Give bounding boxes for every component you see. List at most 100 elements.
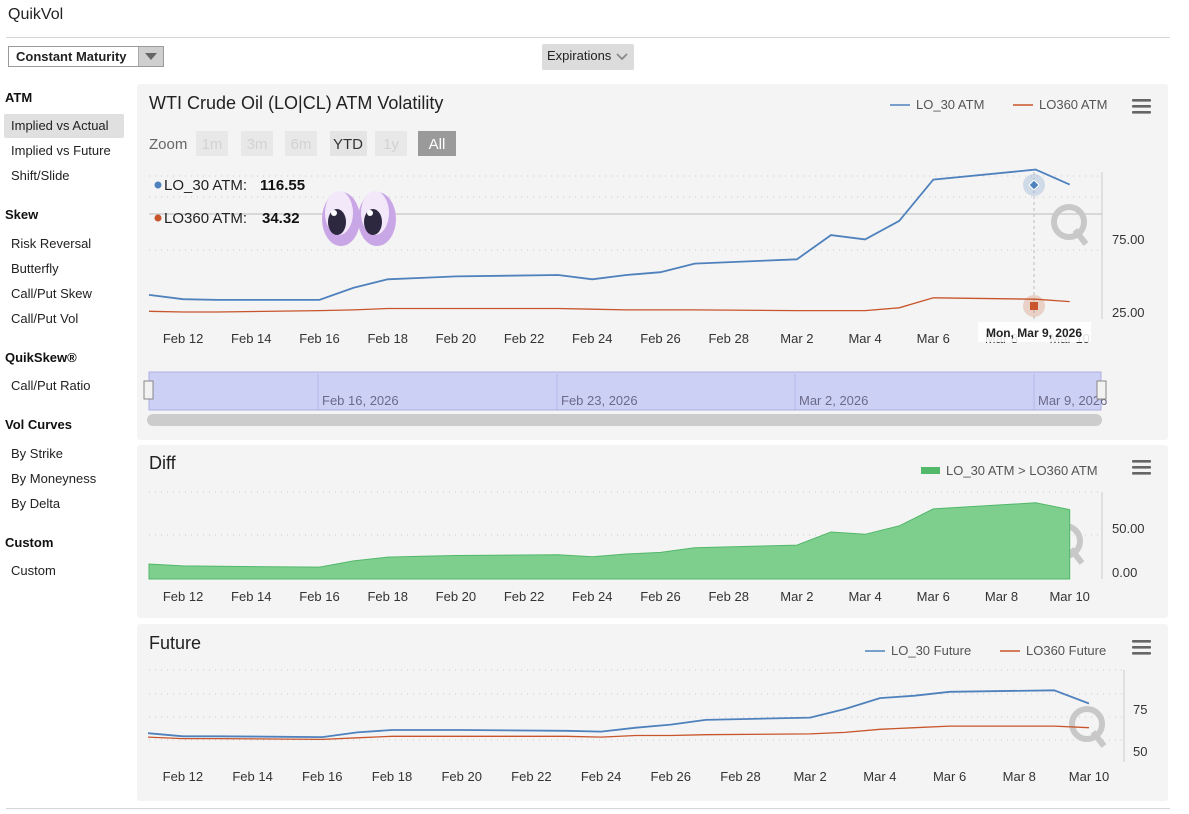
chevron-down-icon[interactable] <box>138 47 163 66</box>
data-point-lo-30-atm[interactable] <box>353 287 355 289</box>
zoom-1y-button[interactable]: 1y <box>383 136 399 153</box>
expirations-dropdown[interactable]: Expirations <box>542 44 634 70</box>
series-line-lo360-atm[interactable] <box>148 297 1070 313</box>
data-point-lo-30-atm-lo360-atm[interactable] <box>864 533 866 535</box>
data-point-lo-30-atm[interactable] <box>1035 169 1037 171</box>
data-point-lo-30-atm[interactable] <box>591 278 593 280</box>
data-point-lo360-future[interactable] <box>1053 725 1055 727</box>
data-point-lo-30-atm-lo360-atm[interactable] <box>898 525 900 527</box>
data-point-lo360-future[interactable] <box>670 735 672 737</box>
data-point-lo360-future[interactable] <box>949 725 951 727</box>
navigator[interactable]: Feb 16, 2026 Feb 23, 2026 Mar 2, 2026 Ma… <box>143 371 1107 426</box>
sidebar-item-by-strike[interactable]: By Strike <box>11 446 64 461</box>
data-point-lo-30-future[interactable] <box>879 697 881 699</box>
data-point-lo-30-future[interactable] <box>426 729 428 731</box>
data-point-lo-30-atm-lo360-atm[interactable] <box>353 560 355 562</box>
zoom-1m-button[interactable]: 1m <box>202 136 223 153</box>
data-point-lo-30-future[interactable] <box>461 729 463 731</box>
data-point-lo360-atm[interactable] <box>864 310 866 312</box>
data-point-lo-30-future[interactable] <box>705 719 707 721</box>
data-point-lo-30-atm-lo360-atm[interactable] <box>387 556 389 558</box>
data-point-lo-30-atm-lo360-atm[interactable] <box>319 566 321 568</box>
data-point-lo-30-atm[interactable] <box>796 258 798 260</box>
menu-icon[interactable] <box>1132 460 1151 475</box>
sidebar-item-risk-reversal[interactable]: Risk Reversal <box>11 236 92 251</box>
sidebar-item-implied-vs-future[interactable]: Implied vs Future <box>11 143 111 158</box>
data-point-lo-30-atm[interactable] <box>660 271 662 273</box>
navigator-selection[interactable] <box>148 371 1102 411</box>
legend-diff[interactable]: LO_30 ATM > LO360 ATM <box>946 463 1098 478</box>
data-point-lo-30-future[interactable] <box>217 735 219 737</box>
navigator-left-handle[interactable] <box>143 380 154 400</box>
data-point-lo360-atm[interactable] <box>898 307 900 309</box>
data-point-lo-30-atm[interactable] <box>694 263 696 265</box>
data-point-lo-30-future[interactable] <box>1053 689 1055 691</box>
data-point-lo360-atm[interactable] <box>660 309 662 311</box>
navigator-right-handle[interactable] <box>1096 380 1107 400</box>
data-point-lo360-atm[interactable] <box>455 308 457 310</box>
data-point-lo-30-atm-lo360-atm[interactable] <box>455 555 457 557</box>
data-point-lo360-future[interactable] <box>844 731 846 733</box>
data-point-lo360-future[interactable] <box>879 728 881 730</box>
data-point-lo360-atm[interactable] <box>625 309 627 311</box>
data-point-lo360-future[interactable] <box>426 735 428 737</box>
data-point-lo360-atm[interactable] <box>932 297 934 299</box>
data-point-lo360-atm[interactable] <box>694 309 696 311</box>
data-point-lo-30-atm-lo360-atm[interactable] <box>625 553 627 555</box>
data-point-lo-30-atm-lo360-atm[interactable] <box>148 563 150 565</box>
data-point-lo360-future[interactable] <box>461 735 463 737</box>
data-point-lo-30-atm-lo360-atm[interactable] <box>182 565 184 567</box>
data-point-lo-30-atm-lo360-atm[interactable] <box>932 508 934 510</box>
data-point-lo360-future[interactable] <box>705 734 707 736</box>
data-point-lo-30-atm[interactable] <box>557 274 559 276</box>
data-point-lo-30-future[interactable] <box>147 732 149 734</box>
data-point-lo-30-atm-lo360-atm[interactable] <box>591 556 593 558</box>
legend[interactable]: LO_30 ATM > LO360 ATM <box>921 463 1098 478</box>
data-point-lo360-atm[interactable] <box>830 310 832 312</box>
data-point-lo-30-atm-lo360-atm[interactable] <box>660 551 662 553</box>
series-line-lo-30-atm[interactable] <box>148 168 1071 301</box>
series-line-lo360-future[interactable] <box>147 725 1090 741</box>
zoom-all-button[interactable]: All <box>429 136 446 153</box>
data-point-lo-30-future[interactable] <box>809 717 811 719</box>
data-point-lo360-atm[interactable] <box>319 310 321 312</box>
data-point-lo360-future[interactable] <box>1088 727 1090 729</box>
data-point-lo360-future[interactable] <box>809 733 811 735</box>
zoom-ytd-button[interactable]: YTD <box>333 136 363 153</box>
data-point-lo-30-atm[interactable] <box>455 275 457 277</box>
data-point-lo360-atm[interactable] <box>182 311 184 313</box>
legend-lo30-future[interactable]: LO_30 Future <box>891 643 971 658</box>
data-point-lo-30-future[interactable] <box>949 691 951 693</box>
data-point-lo-30-atm[interactable] <box>898 220 900 222</box>
series-line-lo-30-future[interactable] <box>147 689 1090 739</box>
data-point-lo-30-future[interactable] <box>391 729 393 731</box>
data-point-lo360-future[interactable] <box>391 735 393 737</box>
data-point-lo-30-future[interactable] <box>914 695 916 697</box>
series-area-lo-30-atm-lo360-atm[interactable] <box>148 502 1071 580</box>
data-point-lo-30-atm-lo360-atm[interactable] <box>830 531 832 533</box>
data-point-lo360-atm[interactable] <box>216 311 218 313</box>
data-point-lo-30-atm[interactable] <box>319 299 321 301</box>
legend[interactable]: LO_30 Future LO360 Future <box>865 643 1106 658</box>
data-point-lo-30-atm[interactable] <box>830 234 832 236</box>
data-point-lo360-atm[interactable] <box>353 309 355 311</box>
data-point-lo360-future[interactable] <box>635 735 637 737</box>
sidebar-item-custom[interactable]: Custom <box>11 563 56 578</box>
data-point-lo-30-future[interactable] <box>182 735 184 737</box>
zoom-6m-button[interactable]: 6m <box>291 136 312 153</box>
legend-lo360-atm[interactable]: LO360 ATM <box>1039 97 1107 112</box>
data-point-lo-30-future[interactable] <box>635 727 637 729</box>
data-point-lo-30-atm[interactable] <box>421 277 423 279</box>
data-point-lo360-atm[interactable] <box>557 308 559 310</box>
legend-lo360-future[interactable]: LO360 Future <box>1026 643 1106 658</box>
menu-icon[interactable] <box>1132 640 1151 655</box>
maturity-select[interactable]: Constant Maturity <box>8 46 164 67</box>
sidebar-item-call-put-vol[interactable]: Call/Put Vol <box>11 311 79 326</box>
data-point-lo-30-atm-lo360-atm[interactable] <box>796 544 798 546</box>
data-point-lo360-future[interactable] <box>217 738 219 740</box>
data-point-lo-30-atm[interactable] <box>864 238 866 240</box>
data-point-lo360-future[interactable] <box>147 736 149 738</box>
data-point-lo-30-atm-lo360-atm[interactable] <box>557 554 559 556</box>
data-point-lo-30-atm-lo360-atm[interactable] <box>421 555 423 557</box>
data-point-lo-30-future[interactable] <box>1088 703 1090 705</box>
